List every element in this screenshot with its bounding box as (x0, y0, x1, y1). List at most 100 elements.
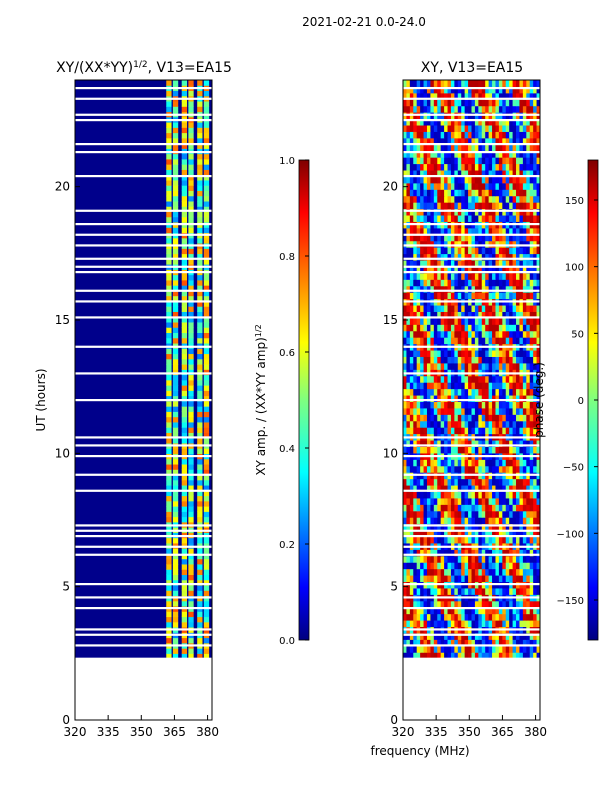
heatmap-cell (423, 324, 428, 332)
heatmap-cell (423, 176, 428, 184)
heatmap-cell (409, 80, 414, 87)
heatmap-cell (492, 446, 496, 454)
heatmap-cell (478, 562, 483, 570)
heatmap-cell (406, 420, 411, 428)
heatmap-cell (461, 157, 466, 165)
heatmap-cell (203, 348, 210, 355)
heatmap-cell (166, 369, 172, 376)
heatmap-cell (188, 348, 194, 355)
heatmap-cell (474, 144, 479, 152)
heatmap-cell (502, 176, 507, 184)
heatmap-cell (464, 170, 469, 177)
heatmap-cell (188, 169, 194, 176)
heatmap-cell (492, 478, 496, 486)
heatmap-cell (409, 530, 414, 538)
heatmap-cell (172, 90, 179, 97)
heatmap-cell (471, 311, 476, 319)
heatmap-cell (430, 279, 435, 287)
heatmap-cell (413, 324, 418, 332)
heatmap-cell (478, 440, 483, 447)
heatmap-cell (437, 362, 442, 370)
heatmap-cell (409, 157, 414, 165)
heatmap-cell (457, 446, 462, 454)
heatmap-cell (512, 215, 517, 222)
heatmap-cell (471, 587, 476, 595)
heatmap-cell (420, 118, 425, 126)
heatmap-cell (181, 427, 188, 433)
heatmap-cell (502, 485, 507, 492)
heatmap-cell (403, 195, 407, 203)
heatmap-cell (509, 652, 514, 660)
heatmap-cell (495, 279, 500, 287)
heatmap-cell (526, 523, 531, 531)
heatmap-cell (478, 459, 483, 467)
heatmap-cell (203, 479, 210, 486)
heatmap-cell (447, 234, 452, 242)
heatmap-cell (426, 485, 431, 492)
heatmap-cell (498, 632, 503, 640)
heatmap-cell (420, 632, 425, 640)
heatmap-cell (474, 632, 479, 640)
heatmap-cell (454, 163, 459, 171)
heatmap-cell (450, 497, 455, 505)
heatmap-cell (413, 202, 418, 210)
heatmap-cell (420, 266, 425, 274)
heatmap-cell (433, 324, 438, 332)
heatmap-cell (481, 607, 486, 615)
heatmap-cell (519, 465, 524, 473)
heatmap-cell (440, 575, 445, 583)
heatmap-cell (181, 364, 188, 370)
heatmap-cell (498, 645, 503, 653)
heatmap-cell (181, 90, 188, 97)
heatmap-cell (533, 105, 538, 113)
heatmap-cell (464, 645, 469, 653)
heatmap-cell (488, 253, 493, 261)
heatmap-cell (461, 163, 466, 171)
heatmap-cell (512, 459, 517, 467)
heatmap-cell (505, 607, 510, 615)
heatmap-cell (447, 80, 452, 87)
colorbar-tick-label: 0.6 (279, 348, 295, 359)
heatmap-cell (454, 382, 459, 390)
heatmap-cell (536, 356, 541, 364)
heatmap-cell (444, 446, 449, 454)
heatmap-cell (498, 80, 503, 87)
heatmap-cell (522, 356, 527, 364)
heatmap-cell (413, 272, 418, 280)
heatmap-cell (423, 382, 428, 390)
heatmap-cell (478, 170, 483, 177)
heatmap-cell (433, 240, 438, 248)
heatmap-cell (474, 247, 479, 255)
heatmap-cell (526, 555, 531, 563)
heatmap-cell (403, 137, 407, 145)
heatmap-cell (468, 414, 472, 422)
heatmap-cell (181, 200, 188, 207)
heatmap-cell (437, 420, 442, 428)
heatmap-cell (488, 510, 493, 518)
heatmap-cell (181, 537, 188, 544)
flagged-row (403, 143, 540, 146)
heatmap-cell (512, 446, 517, 454)
heatmap-cell (505, 427, 510, 435)
heatmap-cell (197, 611, 203, 618)
heatmap-cell (461, 465, 466, 473)
heatmap-cell (502, 266, 507, 274)
heatmap-cell (457, 420, 462, 428)
heatmap-cell (522, 388, 527, 396)
heatmap-cell (450, 292, 455, 300)
heatmap-cell (516, 530, 520, 538)
heatmap-cell (464, 227, 469, 235)
phase-plot-frame (402, 79, 541, 721)
heatmap-cell (488, 587, 493, 595)
heatmap-cell (529, 645, 534, 653)
heatmap-cell (447, 427, 452, 435)
heatmap-cell (433, 388, 438, 396)
heatmap-cell (522, 144, 527, 152)
heatmap-cell (512, 195, 517, 203)
heatmap-cell (505, 131, 510, 139)
heatmap-cell (505, 137, 510, 145)
heatmap-cell (495, 575, 500, 583)
heatmap-cell (485, 208, 490, 216)
heatmap-cell (447, 587, 452, 595)
